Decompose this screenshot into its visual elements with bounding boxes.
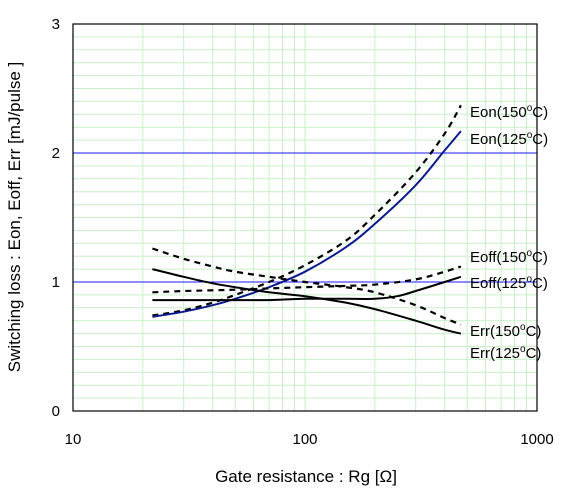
- series-lines: [152, 104, 462, 335]
- series-line: [152, 268, 462, 335]
- plot-frame: [72, 23, 538, 412]
- series-label: Eon(150oC): [470, 103, 548, 121]
- y-tick-label: 2: [52, 145, 60, 162]
- series-line: [152, 247, 462, 326]
- x-tick-label: 100: [292, 431, 317, 448]
- grid: [73, 24, 537, 411]
- series-label: Err(125oC): [470, 344, 541, 362]
- x-tick-label: 10: [65, 431, 82, 448]
- series-line: [152, 265, 462, 294]
- series-label: Eon(125oC): [470, 130, 548, 148]
- series-label: Eoff(150oC): [470, 248, 548, 266]
- tick-labels: 10 100 1000 0 1 2 3: [52, 16, 554, 448]
- y-tick-label: 1: [52, 274, 60, 291]
- series-label: Eoff(125oC): [470, 274, 548, 292]
- series-labels: Eon(150oC) Eon(125oC) Eoff(150oC) Eoff(125o…: [470, 103, 548, 362]
- x-axis-label: Gate resistance : Rg [Ω]: [215, 467, 397, 486]
- x-tick-label: 1000: [520, 431, 553, 448]
- y-axis-label: Switching loss : Eon, Eoff, Err [mJ/puls…: [5, 62, 24, 373]
- series-line: [152, 104, 462, 317]
- series-label: Err(150oC): [470, 322, 541, 340]
- y-tick-label: 0: [52, 403, 60, 420]
- series-line: [152, 275, 462, 302]
- series-line: [152, 130, 462, 318]
- y-tick-label: 3: [52, 16, 60, 33]
